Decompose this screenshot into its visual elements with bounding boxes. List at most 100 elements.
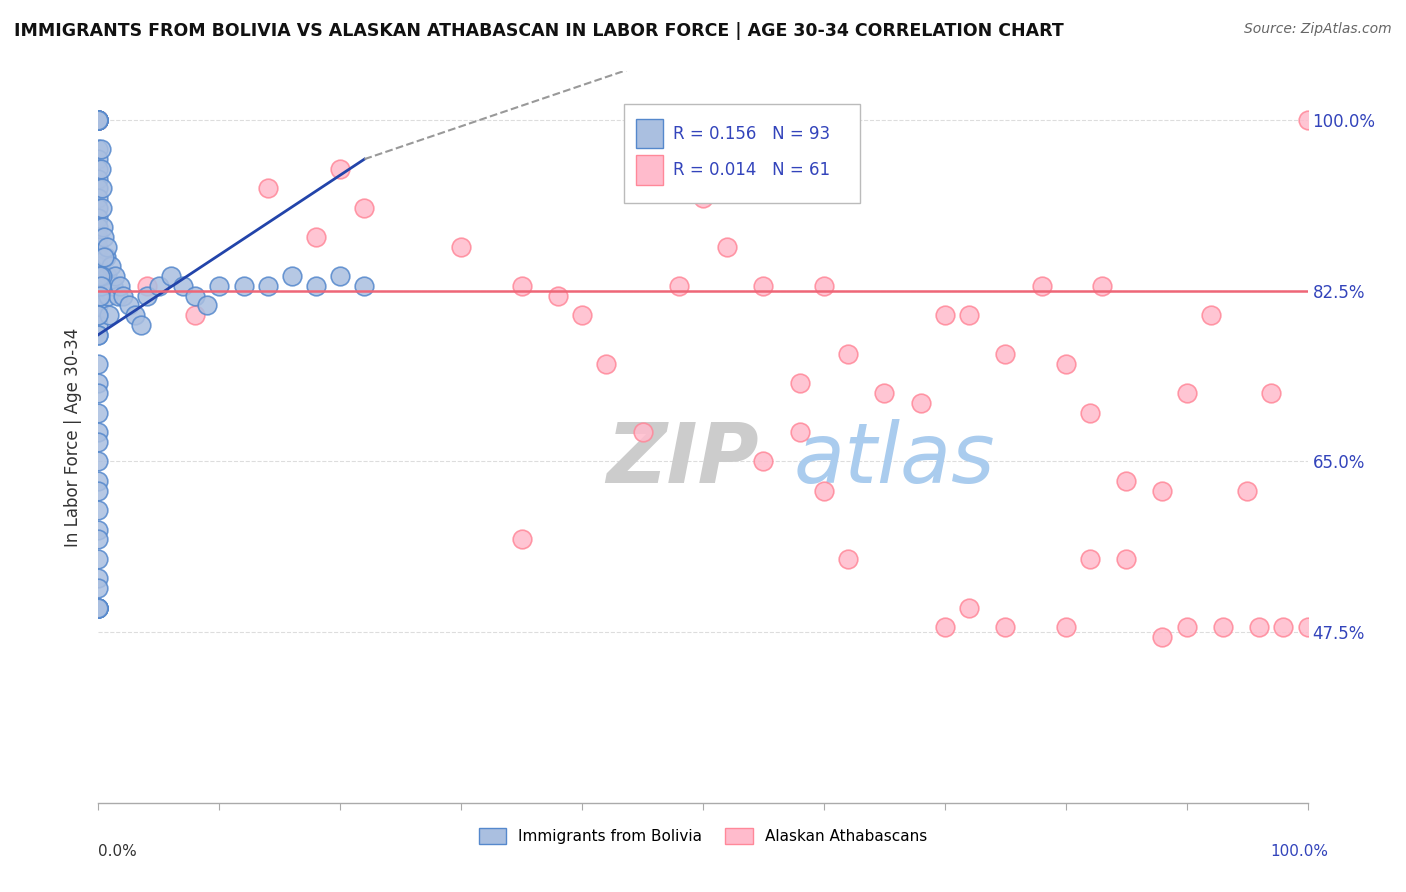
Point xyxy=(184,308,207,322)
Point xyxy=(208,279,231,293)
Point xyxy=(1115,474,1137,488)
Point xyxy=(160,269,183,284)
Point xyxy=(87,113,110,128)
Point xyxy=(87,191,110,205)
Point xyxy=(789,376,811,391)
Point xyxy=(87,269,110,284)
Point xyxy=(1078,406,1101,420)
Point xyxy=(329,161,352,176)
Y-axis label: In Labor Force | Age 30-34: In Labor Force | Age 30-34 xyxy=(65,327,83,547)
Point xyxy=(87,600,110,615)
Point xyxy=(87,211,110,225)
Point xyxy=(87,113,110,128)
Point xyxy=(148,279,170,293)
Point xyxy=(510,279,533,293)
Point xyxy=(87,240,110,254)
Point xyxy=(91,269,114,284)
Point xyxy=(96,240,118,254)
Point xyxy=(87,600,110,615)
Point xyxy=(1236,483,1258,498)
Point xyxy=(97,288,120,302)
Point xyxy=(172,279,194,293)
Point xyxy=(752,454,775,468)
Point xyxy=(135,279,157,293)
Point xyxy=(837,347,859,361)
Point xyxy=(87,308,110,322)
Point xyxy=(107,288,129,302)
Point xyxy=(91,181,114,195)
Point xyxy=(934,308,956,322)
Point xyxy=(87,113,110,128)
Point xyxy=(87,572,110,586)
Point xyxy=(195,298,218,312)
Point xyxy=(837,552,859,566)
Legend: Immigrants from Bolivia, Alaskan Athabascans: Immigrants from Bolivia, Alaskan Athabas… xyxy=(472,822,934,850)
Point xyxy=(1260,386,1282,401)
Point xyxy=(87,113,110,128)
Point xyxy=(510,533,533,547)
Point xyxy=(93,230,115,244)
Point xyxy=(353,279,375,293)
Point xyxy=(87,113,110,128)
Point xyxy=(595,357,617,371)
Point xyxy=(87,376,110,391)
Point xyxy=(87,113,110,128)
Point xyxy=(87,113,110,128)
Point xyxy=(87,288,110,302)
Point xyxy=(87,113,110,128)
Point xyxy=(87,113,110,128)
Text: IMMIGRANTS FROM BOLIVIA VS ALASKAN ATHABASCAN IN LABOR FORCE | AGE 30-34 CORRELA: IMMIGRANTS FROM BOLIVIA VS ALASKAN ATHAB… xyxy=(14,22,1064,40)
Point xyxy=(450,240,472,254)
Point xyxy=(752,279,775,293)
Point xyxy=(305,279,328,293)
Point xyxy=(87,552,110,566)
Point xyxy=(87,142,110,156)
Point xyxy=(353,201,375,215)
Point xyxy=(100,260,122,274)
Point xyxy=(101,279,124,293)
Point xyxy=(87,533,110,547)
Point xyxy=(87,113,110,128)
Point xyxy=(87,600,110,615)
Point xyxy=(87,279,110,293)
Point xyxy=(256,279,278,293)
Point xyxy=(87,600,110,615)
Point xyxy=(87,230,110,244)
Point xyxy=(813,279,835,293)
Point xyxy=(90,279,112,293)
Point xyxy=(87,113,110,128)
Point xyxy=(1296,620,1319,634)
Point xyxy=(87,434,110,449)
Point xyxy=(957,600,980,615)
Point xyxy=(281,269,304,284)
Point xyxy=(93,250,115,264)
Point xyxy=(87,113,110,128)
FancyBboxPatch shape xyxy=(637,155,664,185)
Point xyxy=(716,240,738,254)
Point xyxy=(87,113,110,128)
FancyBboxPatch shape xyxy=(637,119,664,148)
Point xyxy=(87,113,110,128)
Point xyxy=(87,357,110,371)
Point xyxy=(668,279,690,293)
Point xyxy=(305,230,328,244)
Point xyxy=(1078,552,1101,566)
Point xyxy=(118,298,141,312)
Point xyxy=(89,288,111,302)
Point xyxy=(111,288,134,302)
Point xyxy=(87,201,110,215)
Point xyxy=(631,425,654,440)
Point xyxy=(692,191,714,205)
Point xyxy=(87,483,110,498)
Point xyxy=(87,600,110,615)
Point xyxy=(1152,483,1174,498)
Point xyxy=(232,279,254,293)
Point xyxy=(571,308,593,322)
Point xyxy=(789,425,811,440)
Point xyxy=(87,113,110,128)
Point xyxy=(87,181,110,195)
Text: atlas: atlas xyxy=(793,418,995,500)
Point xyxy=(1296,113,1319,128)
Point xyxy=(90,142,112,156)
Point xyxy=(184,288,207,302)
